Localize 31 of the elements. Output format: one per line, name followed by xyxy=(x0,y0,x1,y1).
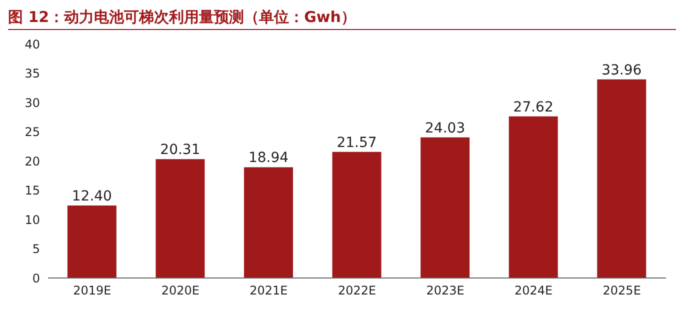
y-tick-label: 10 xyxy=(24,212,40,227)
y-tick-label: 30 xyxy=(24,96,40,110)
data-label: 33.96 xyxy=(602,62,642,78)
x-tick-label: 2019E xyxy=(73,284,112,298)
data-label: 21.57 xyxy=(336,134,377,151)
y-tick-label: 35 xyxy=(24,66,40,81)
y-tick-label: 40 xyxy=(24,37,40,52)
bar xyxy=(156,159,205,278)
chart-title: 图 12：动力电池可梯次利用量预测（单位：Gwh） xyxy=(8,8,676,30)
data-label: 12.40 xyxy=(72,188,112,204)
x-tick-label: 2020E xyxy=(161,284,200,298)
x-tick-label: 2025E xyxy=(602,284,641,298)
data-label: 27.62 xyxy=(513,99,554,116)
data-label: 24.03 xyxy=(425,120,466,136)
bar xyxy=(67,205,116,278)
y-tick-label: 0 xyxy=(32,271,40,286)
x-tick-label: 2022E xyxy=(338,284,376,298)
bar xyxy=(332,152,382,278)
bar xyxy=(597,79,646,278)
bar xyxy=(244,167,293,278)
y-tick-label: 20 xyxy=(24,154,40,168)
x-tick-label: 2023E xyxy=(426,284,464,298)
data-label: 18.94 xyxy=(248,150,289,166)
y-tick-label: 15 xyxy=(24,184,40,198)
y-tick-label: 5 xyxy=(32,242,40,256)
data-label: 20.31 xyxy=(160,142,200,158)
x-tick-label: 2024E xyxy=(514,284,553,298)
bar xyxy=(508,116,558,278)
y-tick-label: 25 xyxy=(24,125,40,140)
x-tick-label: 2021E xyxy=(250,284,288,298)
bar xyxy=(420,137,470,278)
